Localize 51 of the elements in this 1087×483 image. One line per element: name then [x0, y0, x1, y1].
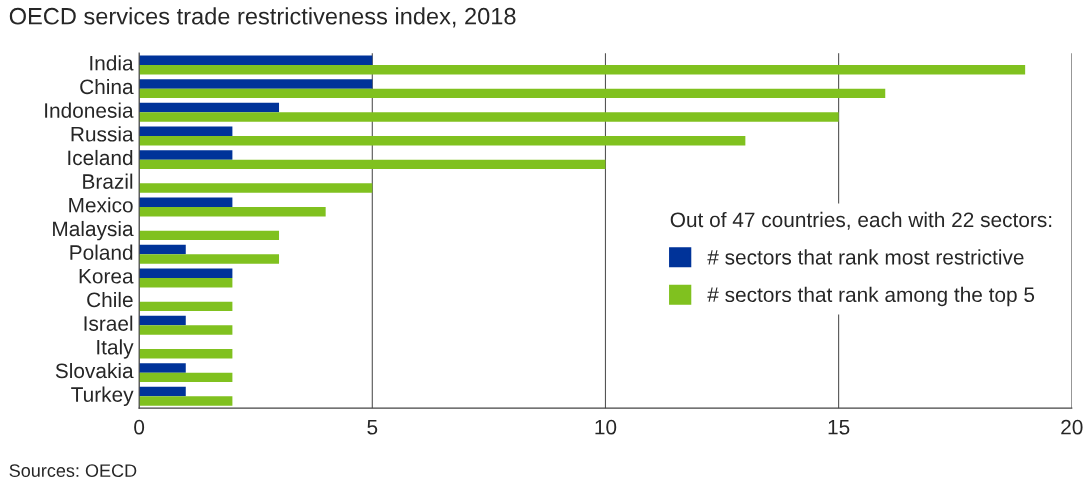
x-tick-label: 0 — [134, 419, 145, 435]
bar — [139, 372, 233, 383]
y-tick-label: Poland — [70, 244, 133, 260]
bar — [139, 183, 373, 193]
bar — [139, 277, 233, 288]
bar — [139, 64, 1026, 75]
bar — [139, 55, 373, 65]
bar — [139, 348, 233, 359]
y-tick-label: Chile — [87, 291, 133, 308]
y-tick-label: India — [90, 55, 134, 71]
bar — [139, 315, 186, 326]
source-note: Sources: OECD — [9, 464, 137, 478]
y-tick-label: China — [80, 78, 134, 95]
y-tick-label: Slovakia — [55, 362, 134, 379]
bar — [139, 230, 280, 241]
bar — [139, 325, 233, 335]
bar — [139, 159, 606, 170]
bar — [139, 268, 233, 278]
legend-title: Out of 47 countries, each with 22 sectors: — [670, 211, 1052, 230]
x-tick-label: 10 — [595, 419, 617, 435]
bar — [139, 135, 746, 146]
bar — [139, 301, 233, 312]
bar — [139, 363, 186, 373]
bar — [139, 102, 280, 113]
y-tick-label: Brazil — [83, 173, 133, 189]
bar — [139, 88, 886, 99]
bar — [139, 244, 186, 255]
bar — [139, 79, 373, 89]
bar — [139, 396, 233, 406]
bar — [139, 197, 233, 207]
bar — [139, 126, 233, 136]
bar — [139, 254, 280, 264]
y-tick-label: Iceland — [68, 149, 133, 166]
bar — [139, 206, 326, 217]
chart-title: OECD services trade restrictiveness index, 2018 — [9, 7, 516, 28]
x-tick-label: 15 — [828, 420, 850, 435]
x-tick-label: 5 — [367, 420, 378, 435]
y-tick-label: Israel — [84, 315, 133, 331]
legend-label: # sectors that rank most restrictive — [707, 249, 1024, 265]
y-tick-label: Indonesia — [45, 102, 134, 118]
y-tick-label: Russia — [71, 126, 134, 142]
y-tick-label: Turkey — [71, 386, 134, 407]
y-tick-label: Korea — [79, 269, 134, 284]
legend-label: # sectors that rank among the top 5 — [707, 286, 1035, 307]
bar — [139, 386, 186, 397]
bar — [139, 150, 233, 160]
bar — [139, 112, 839, 122]
y-tick-label: Malaysia — [53, 220, 134, 241]
x-tick-label: 20 — [1061, 419, 1083, 435]
y-tick-label: Italy — [97, 339, 134, 359]
y-tick-label: Mexico — [69, 197, 133, 213]
